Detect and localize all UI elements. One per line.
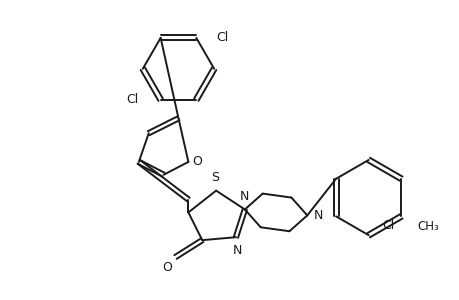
Text: S: S [211, 171, 218, 184]
Text: Cl: Cl [382, 219, 394, 232]
Text: Cl: Cl [126, 93, 139, 106]
Text: N: N [313, 209, 323, 222]
Text: O: O [192, 155, 202, 168]
Text: CH₃: CH₃ [416, 220, 438, 233]
Text: O: O [162, 261, 172, 274]
Text: N: N [233, 244, 242, 257]
Text: Cl: Cl [216, 32, 228, 44]
Text: N: N [240, 190, 249, 202]
